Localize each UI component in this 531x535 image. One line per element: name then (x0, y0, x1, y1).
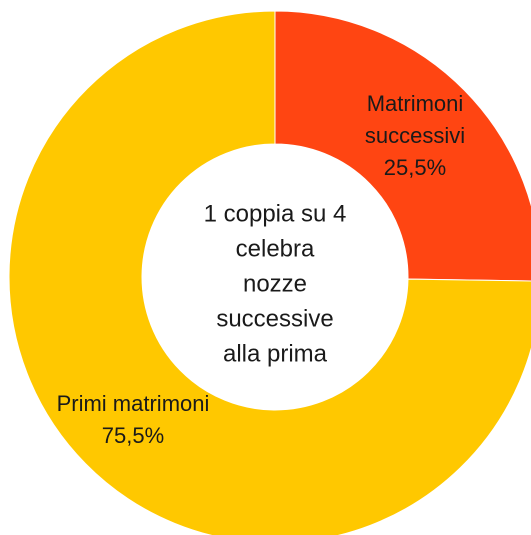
slice-value-label: 75,5% (102, 423, 164, 448)
center-text: successive (216, 305, 333, 332)
donut-slice (8, 10, 531, 535)
slice-value-label: 25,5% (384, 155, 446, 180)
slice-label: Primi matrimoni (57, 391, 210, 416)
center-text: 1 coppia su 4 (204, 200, 347, 227)
center-text: celebra (236, 235, 315, 262)
slice-label: Matrimoni successivi (365, 91, 465, 148)
donut-slice (274, 10, 531, 282)
center-text: alla prima (223, 340, 328, 367)
center-text: nozze (243, 270, 307, 297)
